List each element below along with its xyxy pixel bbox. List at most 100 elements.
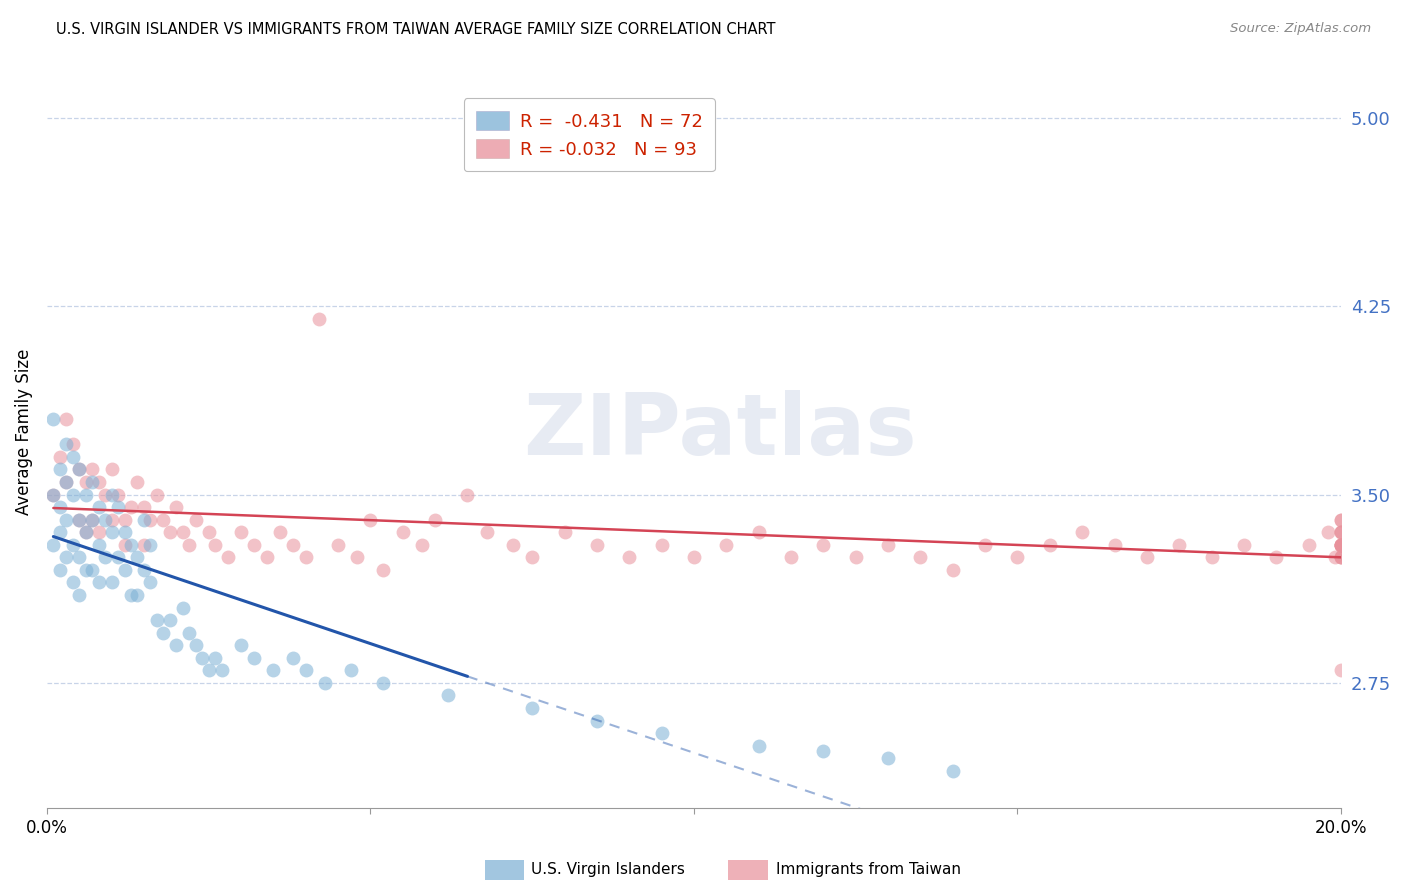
Point bbox=[294, 663, 316, 677]
Point bbox=[82, 475, 104, 489]
Point bbox=[87, 500, 110, 515]
Point bbox=[554, 525, 576, 540]
Point bbox=[75, 475, 97, 489]
Point bbox=[813, 538, 835, 552]
Point bbox=[67, 513, 90, 527]
Point bbox=[114, 525, 136, 540]
Point bbox=[1330, 550, 1353, 565]
Point bbox=[42, 538, 65, 552]
Point bbox=[55, 412, 77, 426]
Text: Source: ZipAtlas.com: Source: ZipAtlas.com bbox=[1230, 22, 1371, 36]
Point bbox=[42, 487, 65, 501]
Point bbox=[75, 525, 97, 540]
Point bbox=[49, 525, 72, 540]
Point bbox=[411, 538, 433, 552]
Point bbox=[114, 513, 136, 527]
Point bbox=[586, 714, 609, 728]
Point bbox=[55, 475, 77, 489]
Point bbox=[1330, 538, 1353, 552]
Point bbox=[326, 538, 349, 552]
Point bbox=[243, 650, 266, 665]
Point bbox=[82, 563, 104, 577]
Point bbox=[107, 487, 129, 501]
Point bbox=[1330, 538, 1353, 552]
Point bbox=[159, 613, 181, 627]
Point bbox=[1317, 525, 1340, 540]
Point bbox=[42, 487, 65, 501]
Point bbox=[75, 487, 97, 501]
Point bbox=[269, 525, 291, 540]
Point bbox=[67, 513, 90, 527]
Point bbox=[1323, 550, 1346, 565]
Point bbox=[974, 538, 997, 552]
Point bbox=[1168, 538, 1191, 552]
Point bbox=[877, 538, 900, 552]
Point bbox=[1265, 550, 1288, 565]
Point bbox=[243, 538, 266, 552]
Point bbox=[1330, 538, 1353, 552]
Point bbox=[87, 575, 110, 590]
Text: U.S. Virgin Islanders: U.S. Virgin Islanders bbox=[531, 863, 685, 877]
Point bbox=[845, 550, 868, 565]
Point bbox=[262, 663, 284, 677]
Point bbox=[49, 462, 72, 476]
Point bbox=[1330, 525, 1353, 540]
Point bbox=[62, 487, 84, 501]
Point bbox=[114, 563, 136, 577]
Point bbox=[1330, 538, 1353, 552]
Point bbox=[49, 563, 72, 577]
Y-axis label: Average Family Size: Average Family Size bbox=[15, 349, 32, 515]
Point bbox=[82, 513, 104, 527]
Point bbox=[55, 550, 77, 565]
Point bbox=[1136, 550, 1159, 565]
Point bbox=[651, 726, 673, 740]
Point bbox=[683, 550, 706, 565]
Point bbox=[100, 487, 122, 501]
Legend: R =  -0.431   N = 72, R = -0.032   N = 93: R = -0.431 N = 72, R = -0.032 N = 93 bbox=[464, 98, 716, 171]
Point bbox=[748, 739, 770, 753]
Point bbox=[55, 475, 77, 489]
Point bbox=[373, 563, 395, 577]
Point bbox=[94, 550, 117, 565]
Point bbox=[256, 550, 278, 565]
Point bbox=[294, 550, 316, 565]
Point bbox=[62, 437, 84, 451]
Point bbox=[82, 513, 104, 527]
Point bbox=[159, 525, 181, 540]
Point bbox=[132, 563, 155, 577]
Point bbox=[1330, 525, 1353, 540]
Point bbox=[522, 701, 544, 715]
Point bbox=[1330, 538, 1353, 552]
Point bbox=[62, 575, 84, 590]
Point bbox=[391, 525, 413, 540]
Point bbox=[346, 550, 368, 565]
Point bbox=[211, 663, 233, 677]
Point bbox=[55, 437, 77, 451]
Point bbox=[75, 525, 97, 540]
Point bbox=[716, 538, 738, 552]
Point bbox=[204, 538, 226, 552]
Point bbox=[146, 613, 169, 627]
Point bbox=[139, 538, 162, 552]
Point bbox=[55, 513, 77, 527]
Point bbox=[281, 650, 304, 665]
Point bbox=[1330, 550, 1353, 565]
Point bbox=[522, 550, 544, 565]
Point bbox=[179, 625, 201, 640]
Point bbox=[1330, 663, 1353, 677]
Point bbox=[1330, 538, 1353, 552]
Point bbox=[437, 689, 460, 703]
Point bbox=[120, 538, 142, 552]
Point bbox=[1071, 525, 1094, 540]
Point bbox=[314, 676, 336, 690]
Point bbox=[100, 462, 122, 476]
Point bbox=[82, 462, 104, 476]
Point bbox=[146, 487, 169, 501]
Point bbox=[619, 550, 641, 565]
Point bbox=[1298, 538, 1320, 552]
Point bbox=[75, 563, 97, 577]
Point bbox=[100, 513, 122, 527]
Point bbox=[877, 751, 900, 765]
Point bbox=[1201, 550, 1223, 565]
Point bbox=[165, 638, 187, 652]
